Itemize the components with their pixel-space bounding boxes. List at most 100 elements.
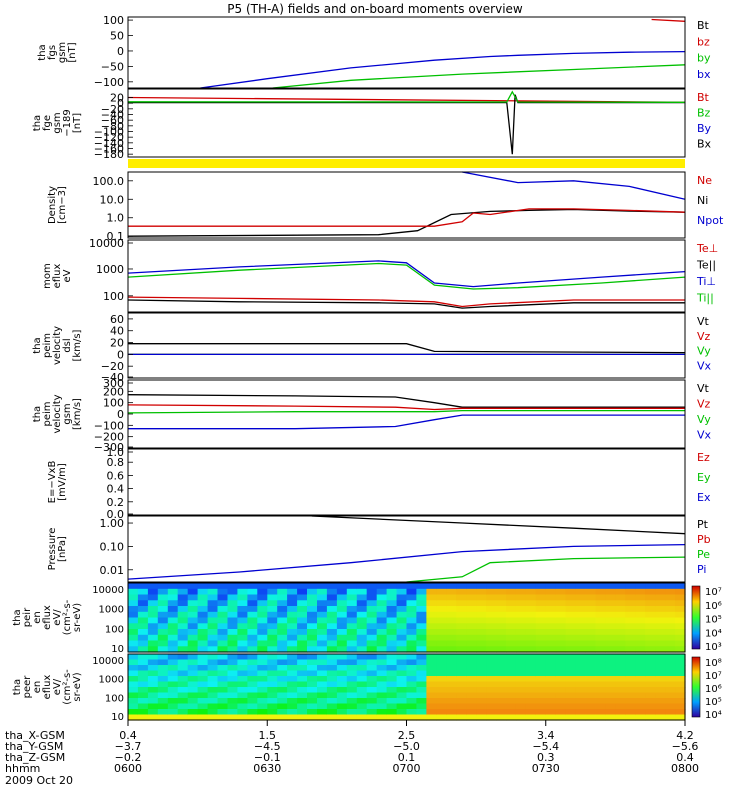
- peer-tick-label: 10: [111, 712, 124, 723]
- pressure-legend-Pe: Pe: [697, 548, 710, 561]
- vel_dsl-legend-Vz: Vz: [697, 330, 711, 343]
- vel_dsl-legend-Vx: Vx: [697, 359, 712, 372]
- efield-tick-label: 1.0: [107, 446, 125, 459]
- vel_gsm-tick-label: −100: [94, 419, 124, 432]
- xaxis-value: 0800: [671, 762, 699, 775]
- peir-ylabel: peir: [22, 607, 33, 627]
- vel_gsm-legend-Vt: Vt: [697, 382, 710, 395]
- peer-tick-label: 1000: [99, 675, 124, 686]
- vel_dsl-ylabel: peim: [42, 333, 53, 358]
- fge-tick-label: 0: [117, 97, 124, 110]
- efield-ylabel: E=−VxB: [47, 461, 58, 504]
- peer-spectrogram: [128, 654, 686, 721]
- vel_dsl-tick-label: 60: [110, 313, 124, 326]
- pressure-tick-label: 0.01: [100, 564, 125, 577]
- vel_gsm-ylabel: tha: [32, 406, 43, 422]
- vel_gsm-legend-Vx: Vx: [697, 429, 712, 442]
- xaxis-row-label: tha_Y-GSM: [5, 740, 63, 753]
- vel_gsm-series-Vx: [128, 414, 685, 430]
- pressure-legend-Pi: Pi: [697, 563, 706, 576]
- vel_dsl-tick-label: −40: [101, 371, 124, 384]
- fgs-legend-Bt: Bt: [697, 19, 710, 32]
- peir-ylabel: eV/: [52, 609, 63, 626]
- vel_dsl-tick-label: 40: [110, 325, 124, 338]
- peir-tick-label: 10000: [92, 585, 124, 596]
- xaxis-value: 4.2: [676, 729, 694, 742]
- peer-tick-label: 10000: [92, 656, 124, 667]
- fge-tick-label: −80: [101, 120, 124, 133]
- peer-ylabel: eflux: [42, 675, 53, 700]
- mom_temp-series-Te||: [127, 299, 685, 309]
- fgs-series-bx: [200, 50, 686, 89]
- vel_gsm-ylabel: gsm: [62, 403, 73, 424]
- fge-ylabel: fge: [42, 115, 53, 131]
- peir-frame: [127, 582, 686, 653]
- pressure-tick-label: 0.10: [100, 540, 125, 553]
- pressure-series-Pe: [406, 556, 686, 583]
- xaxis-value: −5.4: [532, 740, 559, 753]
- peir-tick-label: 100: [105, 624, 124, 635]
- fgs-tick-label: 0: [117, 45, 124, 58]
- mom_temp-frame: [127, 239, 686, 313]
- peer-colorbar-tick: 10⁷: [705, 671, 722, 682]
- vel_dsl-tick-label: 0: [117, 348, 124, 361]
- density-tick-label: 1.0: [107, 212, 125, 225]
- xaxis-value: −3.7: [115, 740, 142, 753]
- density-tick-label: 10.0: [100, 193, 125, 206]
- peir-ylabel: sr-eV): [72, 603, 83, 632]
- peir-colorbar-tick: 10⁵: [705, 615, 722, 626]
- density-series-Ne: [128, 208, 686, 227]
- vel_gsm-ylabel: [km/s]: [72, 398, 83, 430]
- peer-tick-label: 100: [105, 693, 124, 704]
- pressure-ylabel: Pressure: [47, 528, 58, 571]
- peer-ylabel: (cm²-s-: [62, 669, 73, 705]
- vel_dsl-ylabel: tha: [32, 337, 43, 353]
- xaxis-value: 0.4: [119, 729, 137, 742]
- fgs-tick-label: 50: [110, 30, 124, 43]
- mom_temp-tick-label: 10000: [89, 237, 124, 250]
- mom_temp-series-Te⊥: [127, 296, 685, 308]
- peer-colorbar-tick: 10⁸: [705, 658, 722, 669]
- peer-colorbar-tick: 10⁴: [705, 710, 722, 721]
- vel_gsm-series-Vt: [127, 394, 685, 408]
- fge-ylabel: tha: [32, 115, 43, 131]
- density-frame: [127, 171, 686, 239]
- peer-ylabel: en: [32, 681, 43, 694]
- xaxis-value: 0730: [532, 762, 560, 775]
- xaxis-row-label: tha_X-GSM: [5, 729, 65, 742]
- fge-ylabel: gsm: [52, 112, 63, 133]
- fgs-series-bz: [651, 18, 686, 22]
- fgs-ylabel: [nT]: [67, 42, 78, 62]
- vel_gsm-series-Vz: [127, 404, 685, 411]
- vel_gsm-tick-label: 300: [103, 377, 124, 390]
- peir-tick-label: 10: [111, 644, 124, 655]
- fge-frame: [127, 88, 686, 158]
- fge-tick-label: −140: [94, 137, 124, 150]
- vel_dsl-ylabel: velocity: [52, 326, 63, 365]
- fgs-legend-bx: bx: [697, 68, 711, 81]
- fge-ylabel: −189: [62, 109, 73, 136]
- xaxis-value: −5.6: [672, 740, 699, 753]
- fge-legend-Bz: Bz: [697, 107, 711, 120]
- fge-tick-label: −180: [94, 148, 124, 161]
- peer-colorbar-tick: 10⁶: [705, 684, 722, 695]
- xaxis-value: 0700: [393, 762, 421, 775]
- vel_gsm-series-Vy: [127, 409, 685, 414]
- efield-tick-label: 0.6: [107, 469, 125, 482]
- xaxis-value: 0600: [114, 762, 142, 775]
- efield-ylabel: [mV/m]: [57, 463, 68, 501]
- density-legend-Ni: Ni: [697, 194, 708, 207]
- peer-ylabel: tha: [12, 679, 23, 695]
- peir-spectrogram: [128, 583, 686, 653]
- xaxis-value: 3.4: [537, 729, 555, 742]
- vel_dsl-tick-label: 20: [110, 337, 124, 350]
- xaxis-value: 0.4: [676, 751, 694, 764]
- fgs-tick-label: −100: [94, 76, 124, 89]
- fge-tick-label: −60: [101, 114, 124, 127]
- fge-legend-By: By: [697, 122, 712, 135]
- plot-title: P5 (TH-A) fields and on-board moments ov…: [227, 2, 523, 16]
- fge-tick-label: −20: [101, 103, 124, 116]
- efield-tick-label: 0.2: [107, 496, 125, 509]
- fge-legend-Bx: Bx: [697, 138, 712, 151]
- pressure-tick-label: 1.00: [100, 517, 125, 530]
